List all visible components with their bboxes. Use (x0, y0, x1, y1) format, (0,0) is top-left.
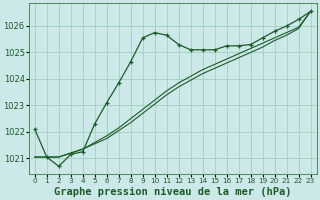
X-axis label: Graphe pression niveau de la mer (hPa): Graphe pression niveau de la mer (hPa) (54, 186, 292, 197)
